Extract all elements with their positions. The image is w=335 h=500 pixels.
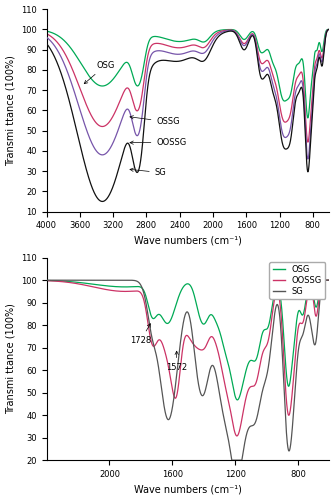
Text: OSSG: OSSG bbox=[130, 116, 180, 126]
Text: 1728: 1728 bbox=[130, 324, 151, 345]
Y-axis label: Transmi ttance (100%): Transmi ttance (100%) bbox=[6, 304, 15, 414]
Text: 1572: 1572 bbox=[166, 351, 187, 372]
Legend: OSG, OOSSG, SG: OSG, OOSSG, SG bbox=[269, 262, 325, 299]
Y-axis label: Transmi ttance (100%): Transmi ttance (100%) bbox=[6, 55, 15, 166]
Text: OSG: OSG bbox=[84, 61, 115, 84]
X-axis label: Wave numbers (cm⁻¹): Wave numbers (cm⁻¹) bbox=[134, 236, 242, 246]
Text: SG: SG bbox=[130, 168, 166, 177]
X-axis label: Wave numbers (cm⁻¹): Wave numbers (cm⁻¹) bbox=[134, 484, 242, 494]
Text: OOSSG: OOSSG bbox=[130, 138, 187, 146]
